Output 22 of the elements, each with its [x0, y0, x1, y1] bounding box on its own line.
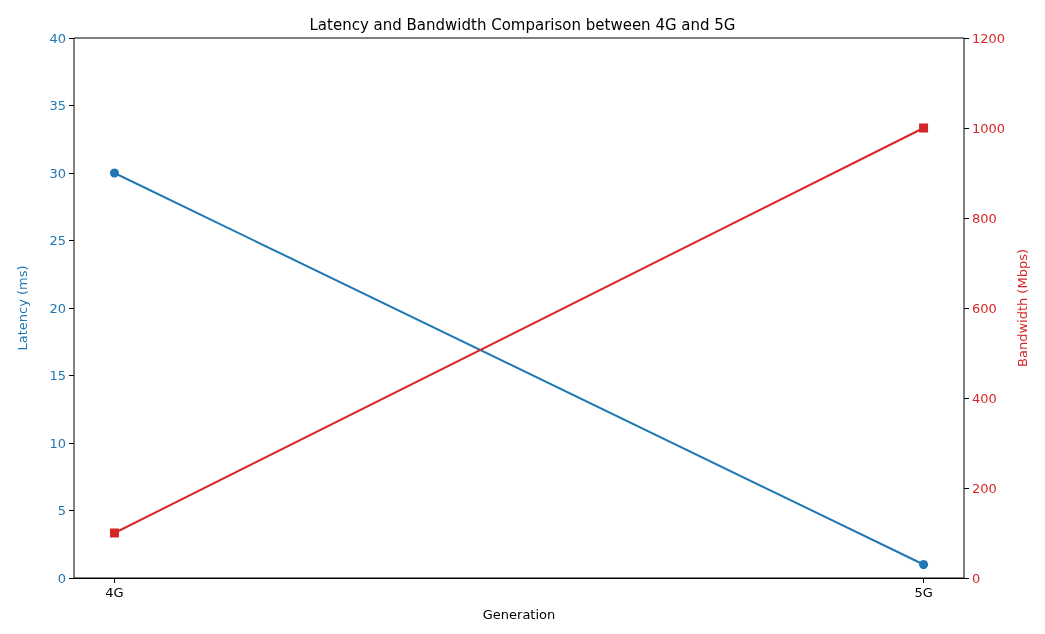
- y-tick-label: 25: [49, 233, 66, 248]
- y-axis-title: Latency (ms): [15, 265, 30, 351]
- y-tick-label: 40: [49, 30, 66, 46]
- x-tick-label: 5G: [914, 585, 933, 600]
- y2-tick-label: 600: [972, 300, 997, 316]
- y2-tick-label: 800: [972, 210, 997, 226]
- y2-tick-label: 400: [972, 390, 997, 406]
- y-tick-label: 10: [49, 435, 66, 451]
- y2-tick-label: 0: [972, 570, 981, 586]
- y2-tick-label: 1200: [972, 30, 1006, 46]
- y-tick-label: 35: [49, 98, 66, 113]
- y-tick-label: 0: [57, 570, 66, 586]
- y2-tick-label: 1000: [972, 120, 1006, 136]
- y-tick-label: 30: [49, 165, 66, 181]
- y-tick-label: 15: [49, 368, 66, 383]
- y2-axis-title: Bandwidth (Mbps): [1015, 249, 1030, 367]
- x-axis-title: Generation: [482, 607, 556, 622]
- y-tick-label: 20: [49, 300, 66, 316]
- chart-title: Latency and Bandwidth Comparison between 4G and 5G: [309, 15, 736, 34]
- y-tick-label: 5: [57, 503, 66, 518]
- y2-tick-label: 200: [972, 480, 997, 496]
- x-tick-label: 4G: [105, 585, 124, 600]
